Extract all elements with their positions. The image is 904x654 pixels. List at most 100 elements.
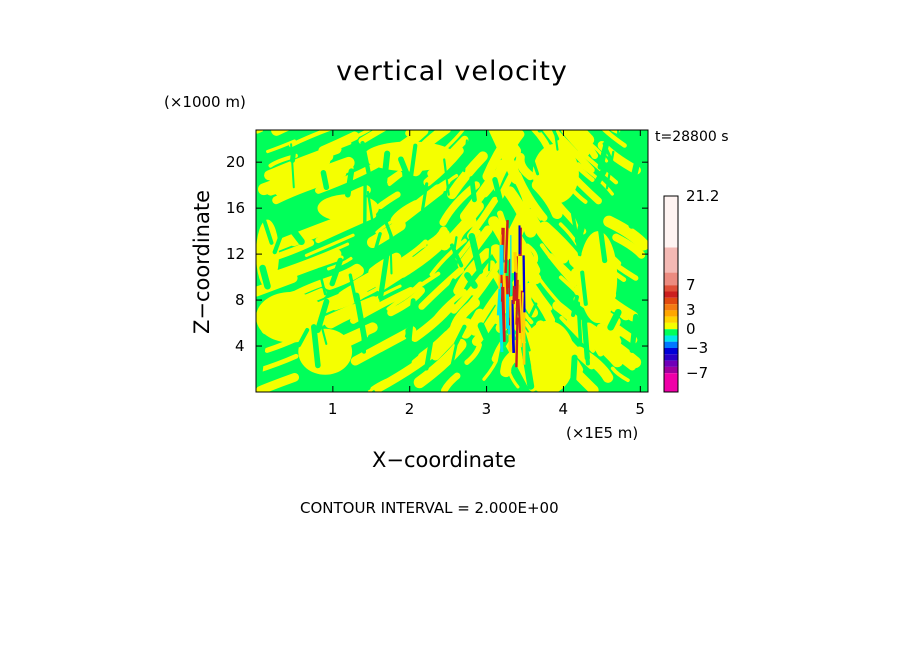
field-streak bbox=[601, 130, 627, 148]
field-streak bbox=[315, 298, 330, 333]
colorbar-label: 7 bbox=[686, 276, 696, 295]
field-streak bbox=[372, 232, 382, 256]
field-streak bbox=[569, 354, 578, 392]
updraft-filament bbox=[502, 262, 507, 311]
field-streak bbox=[602, 142, 616, 167]
field-streak bbox=[377, 191, 401, 210]
field-streak bbox=[497, 153, 524, 200]
field-streak bbox=[639, 326, 648, 345]
field-streak bbox=[405, 327, 413, 351]
field-streak bbox=[453, 248, 492, 296]
field-streak bbox=[508, 192, 531, 238]
field-streak bbox=[450, 243, 464, 268]
y-tick-label: 4 bbox=[235, 337, 245, 356]
field-streak bbox=[389, 234, 393, 275]
colorbar-bin bbox=[664, 310, 678, 317]
field-streak bbox=[568, 130, 577, 134]
field-streak bbox=[460, 308, 485, 339]
field-streak bbox=[609, 130, 621, 134]
field-streak bbox=[311, 324, 321, 369]
field-patch bbox=[298, 328, 353, 375]
field-streak bbox=[581, 312, 590, 361]
field-streak bbox=[571, 212, 582, 257]
axis-ticks bbox=[256, 130, 648, 392]
field-streak bbox=[297, 328, 310, 348]
updraft-filament bbox=[522, 255, 526, 313]
y-tick-label: 20 bbox=[226, 153, 246, 172]
field-streak bbox=[584, 329, 636, 371]
field-streak bbox=[393, 256, 415, 275]
field-streak bbox=[413, 338, 467, 389]
field-streak bbox=[500, 130, 513, 142]
field-streak bbox=[348, 273, 358, 304]
updraft-filament bbox=[510, 300, 516, 353]
field-streak bbox=[443, 158, 450, 196]
field-streak bbox=[256, 342, 266, 387]
field-streak bbox=[576, 301, 583, 344]
field-streak bbox=[424, 340, 434, 371]
field-streak bbox=[580, 270, 588, 306]
field-streak bbox=[446, 151, 488, 200]
field-streak bbox=[470, 130, 476, 153]
colorbar-label: 0 bbox=[686, 320, 696, 339]
field-streak bbox=[468, 233, 484, 275]
field-streak bbox=[421, 182, 429, 211]
colorbar-bin bbox=[664, 348, 678, 355]
field-streak bbox=[630, 130, 636, 158]
colorbar-bin bbox=[664, 322, 678, 330]
updraft-filament bbox=[515, 317, 519, 368]
plot-frame bbox=[255, 129, 649, 393]
field-streak bbox=[464, 342, 482, 365]
field-streak bbox=[565, 130, 599, 160]
field-streak bbox=[267, 242, 350, 277]
field-streak bbox=[441, 372, 461, 392]
field-streak bbox=[428, 288, 467, 328]
field-streak bbox=[612, 233, 646, 259]
field-streak bbox=[591, 167, 607, 191]
field-streak bbox=[418, 266, 465, 310]
field-streak bbox=[496, 130, 522, 157]
field-patch bbox=[363, 141, 456, 172]
field-streak bbox=[484, 347, 495, 365]
field-streak bbox=[559, 316, 595, 353]
field-streak bbox=[256, 130, 267, 134]
colorbar-label: −3 bbox=[686, 339, 709, 358]
field-streak bbox=[528, 302, 538, 318]
y-tick-label: 8 bbox=[235, 291, 245, 310]
field-streak bbox=[259, 264, 271, 290]
updraft-filament bbox=[498, 301, 504, 353]
field-streak bbox=[304, 233, 355, 257]
field-streak bbox=[596, 323, 622, 346]
contour-interval-note: CONTOUR INTERVAL = 2.000E+00 bbox=[300, 499, 559, 517]
x-tick-label: 2 bbox=[404, 400, 415, 418]
field-streak bbox=[605, 150, 615, 190]
field-streak bbox=[380, 150, 391, 188]
updraft-filament bbox=[520, 292, 524, 348]
field-streak bbox=[466, 196, 499, 240]
field-streak bbox=[352, 240, 363, 263]
field-streak bbox=[387, 286, 425, 317]
updraft-filament bbox=[515, 279, 519, 325]
colorbar-bin bbox=[664, 291, 678, 298]
colorbar-bin bbox=[664, 304, 678, 311]
time-label: t=28800 s bbox=[655, 129, 729, 145]
field-streak bbox=[596, 219, 608, 264]
field-streak bbox=[378, 249, 390, 300]
field-streak bbox=[561, 130, 582, 148]
field-streak bbox=[488, 243, 492, 272]
field-streak bbox=[449, 337, 459, 373]
colorbar-bin bbox=[664, 366, 678, 374]
field-streak bbox=[358, 130, 388, 145]
field-streak bbox=[290, 143, 295, 189]
field-streak bbox=[408, 143, 418, 186]
colorbar-bin bbox=[664, 360, 678, 367]
field-streak bbox=[288, 130, 333, 148]
field-streak bbox=[256, 373, 299, 392]
field-streak bbox=[577, 209, 589, 234]
updraft-filament bbox=[513, 252, 518, 273]
field-streak bbox=[398, 156, 413, 185]
y-tick-label: 16 bbox=[226, 199, 246, 218]
field-streak bbox=[572, 130, 595, 146]
field-streak bbox=[525, 208, 569, 264]
field-streak bbox=[320, 170, 330, 191]
